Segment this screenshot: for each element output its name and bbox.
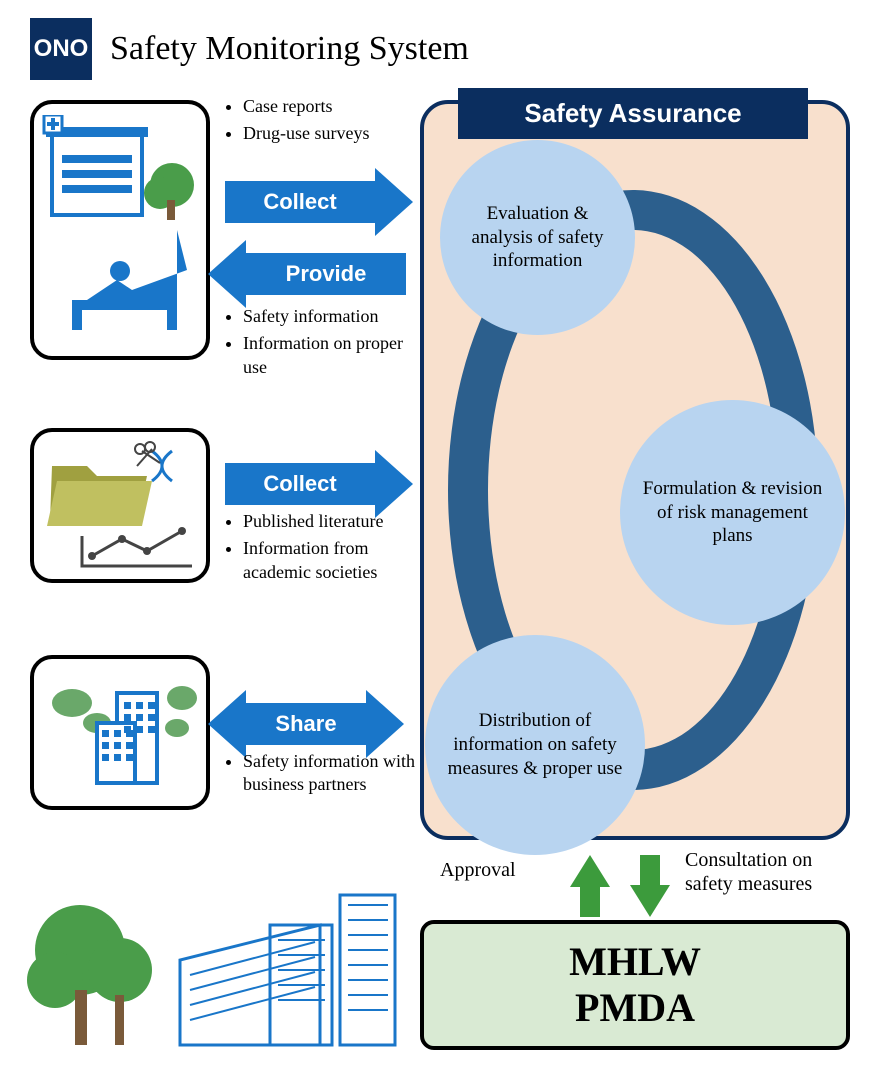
page-header: ONO Safety Monitoring System <box>0 0 878 90</box>
folder-chart-icon <box>42 441 198 571</box>
source-box-hospital <box>30 100 210 360</box>
hospital-icon <box>42 115 198 345</box>
approval-label: Approval <box>440 858 516 882</box>
bullet: Published literature <box>243 510 420 533</box>
ono-logo: ONO <box>30 18 92 80</box>
government-box: MHLW PMDA <box>420 920 850 1050</box>
cityscape-icon <box>20 880 420 1060</box>
bullet: Information from academic societies <box>243 537 420 584</box>
bullet: Safety information <box>243 305 420 328</box>
world-building-icon <box>42 668 198 798</box>
circle-evaluation: Evaluation & analysis of safety informat… <box>440 140 635 335</box>
arrow-head-icon <box>375 168 413 236</box>
arrow-collect-literature: Collect <box>225 450 413 518</box>
bullet: Case reports <box>243 95 420 118</box>
arrow-share-partners: Share <box>208 690 404 758</box>
arrow-label: Collect <box>225 463 375 505</box>
hospital-top-bullets: Case reports Drug-use surveys <box>225 95 420 150</box>
arrow-head-icon <box>208 240 246 308</box>
hospital-bottom-bullets: Safety information Information on proper… <box>225 305 420 383</box>
literature-bullets: Published literature Information from ac… <box>225 510 420 588</box>
arrow-label: Provide <box>246 253 406 295</box>
arrow-head-icon <box>375 450 413 518</box>
arrow-provide-hospital: Provide <box>208 240 406 308</box>
partners-bullets: Safety information with business partner… <box>225 750 420 801</box>
gov-line1: MHLW <box>569 939 701 985</box>
bullet: Drug-use surveys <box>243 122 420 145</box>
consultation-arrow-icon <box>630 885 670 917</box>
circle-distribution: Distribution of information on safety me… <box>425 635 645 855</box>
arrow-head-icon <box>366 690 404 758</box>
arrow-head-icon <box>208 690 246 758</box>
page-title: Safety Monitoring System <box>110 30 469 68</box>
safety-assurance-header: Safety Assurance <box>458 88 808 139</box>
approval-arrow-icon <box>570 855 610 887</box>
circle-formulation: Formulation & revision of risk managemen… <box>620 400 845 625</box>
gov-line2: PMDA <box>575 985 695 1031</box>
diagram-area: Safety Assurance Evaluation & analysis o… <box>0 90 878 1060</box>
arrow-collect-hospital: Collect <box>225 168 413 236</box>
bullet: Safety information with business partner… <box>243 750 420 797</box>
arrow-label: Collect <box>225 181 375 223</box>
consultation-label: Consultation on safety measures <box>685 848 855 896</box>
bullet: Information on proper use <box>243 332 420 379</box>
source-box-literature <box>30 428 210 583</box>
arrow-label: Share <box>246 703 366 745</box>
source-box-partners <box>30 655 210 810</box>
